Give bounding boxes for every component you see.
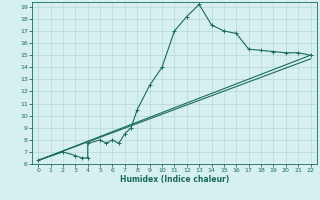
- X-axis label: Humidex (Indice chaleur): Humidex (Indice chaleur): [120, 175, 229, 184]
